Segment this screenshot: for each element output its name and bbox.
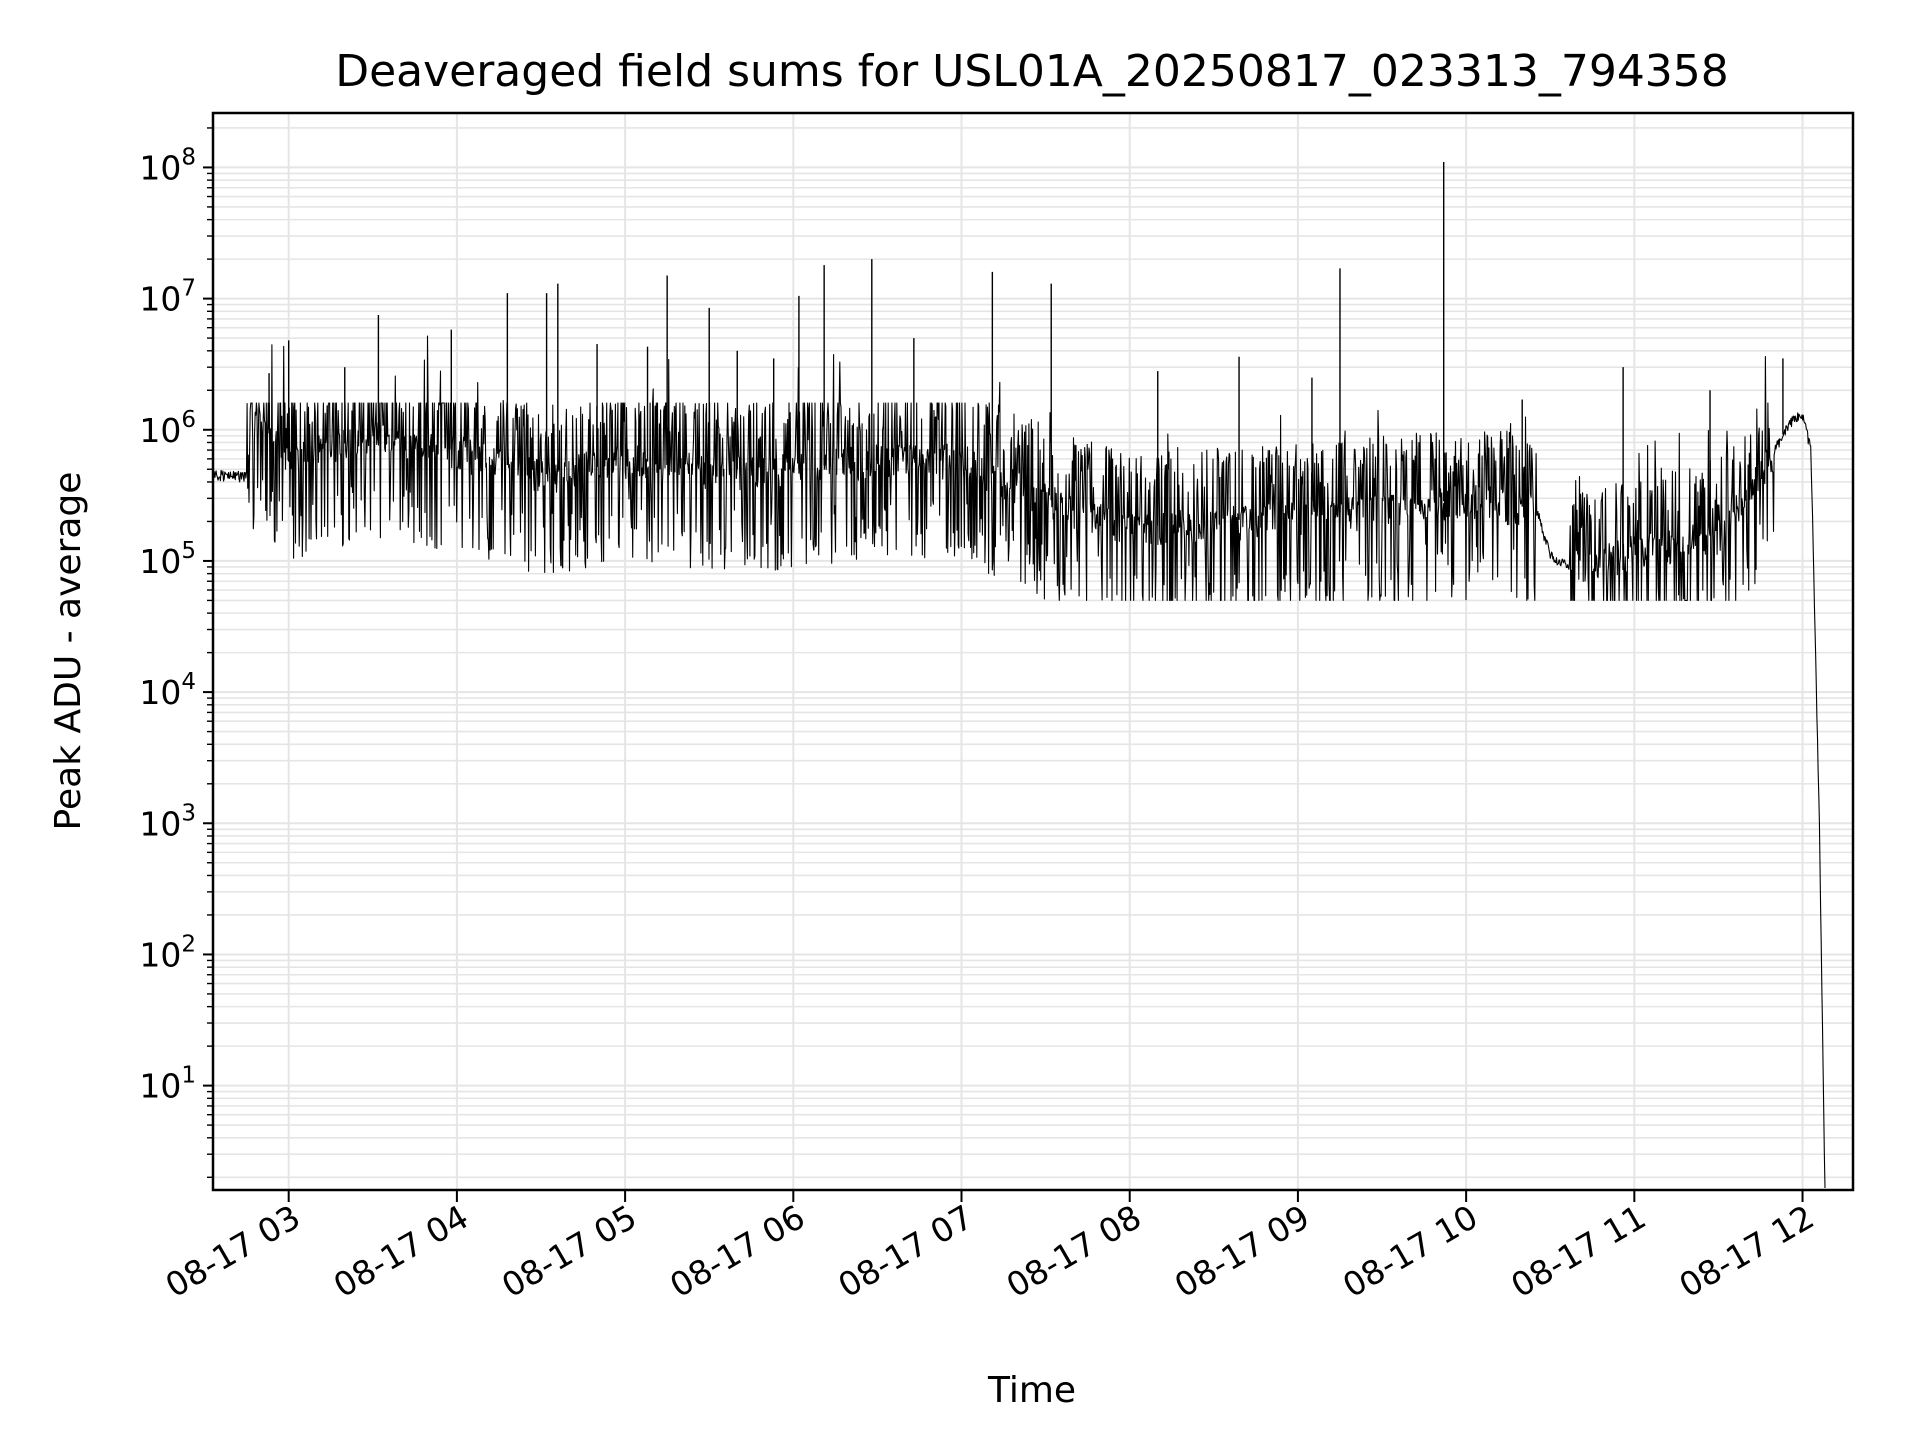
y-axis-label: Peak ADU - average	[48, 472, 89, 831]
series	[212, 162, 1826, 1189]
grid	[213, 113, 1853, 1190]
x-axis-label: Time	[987, 1370, 1076, 1411]
chart-title: Deaveraged field sums for USL01A_2025081…	[335, 46, 1729, 97]
y-tick-label: 103	[139, 800, 196, 843]
y-tick-label: 101	[139, 1063, 196, 1106]
series-line	[212, 335, 1826, 1189]
y-tick-label: 104	[139, 669, 196, 712]
y-tick-label: 107	[139, 276, 196, 319]
y-axis: 101 102 103 104 105 106 107 108	[139, 127, 213, 1178]
y-tick-label: 106	[139, 407, 196, 450]
y-tick-label: 105	[139, 538, 196, 581]
y-tick-label: 108	[139, 144, 196, 187]
plot-frame	[211, 111, 1855, 1192]
y-tick-label: 102	[139, 931, 196, 974]
